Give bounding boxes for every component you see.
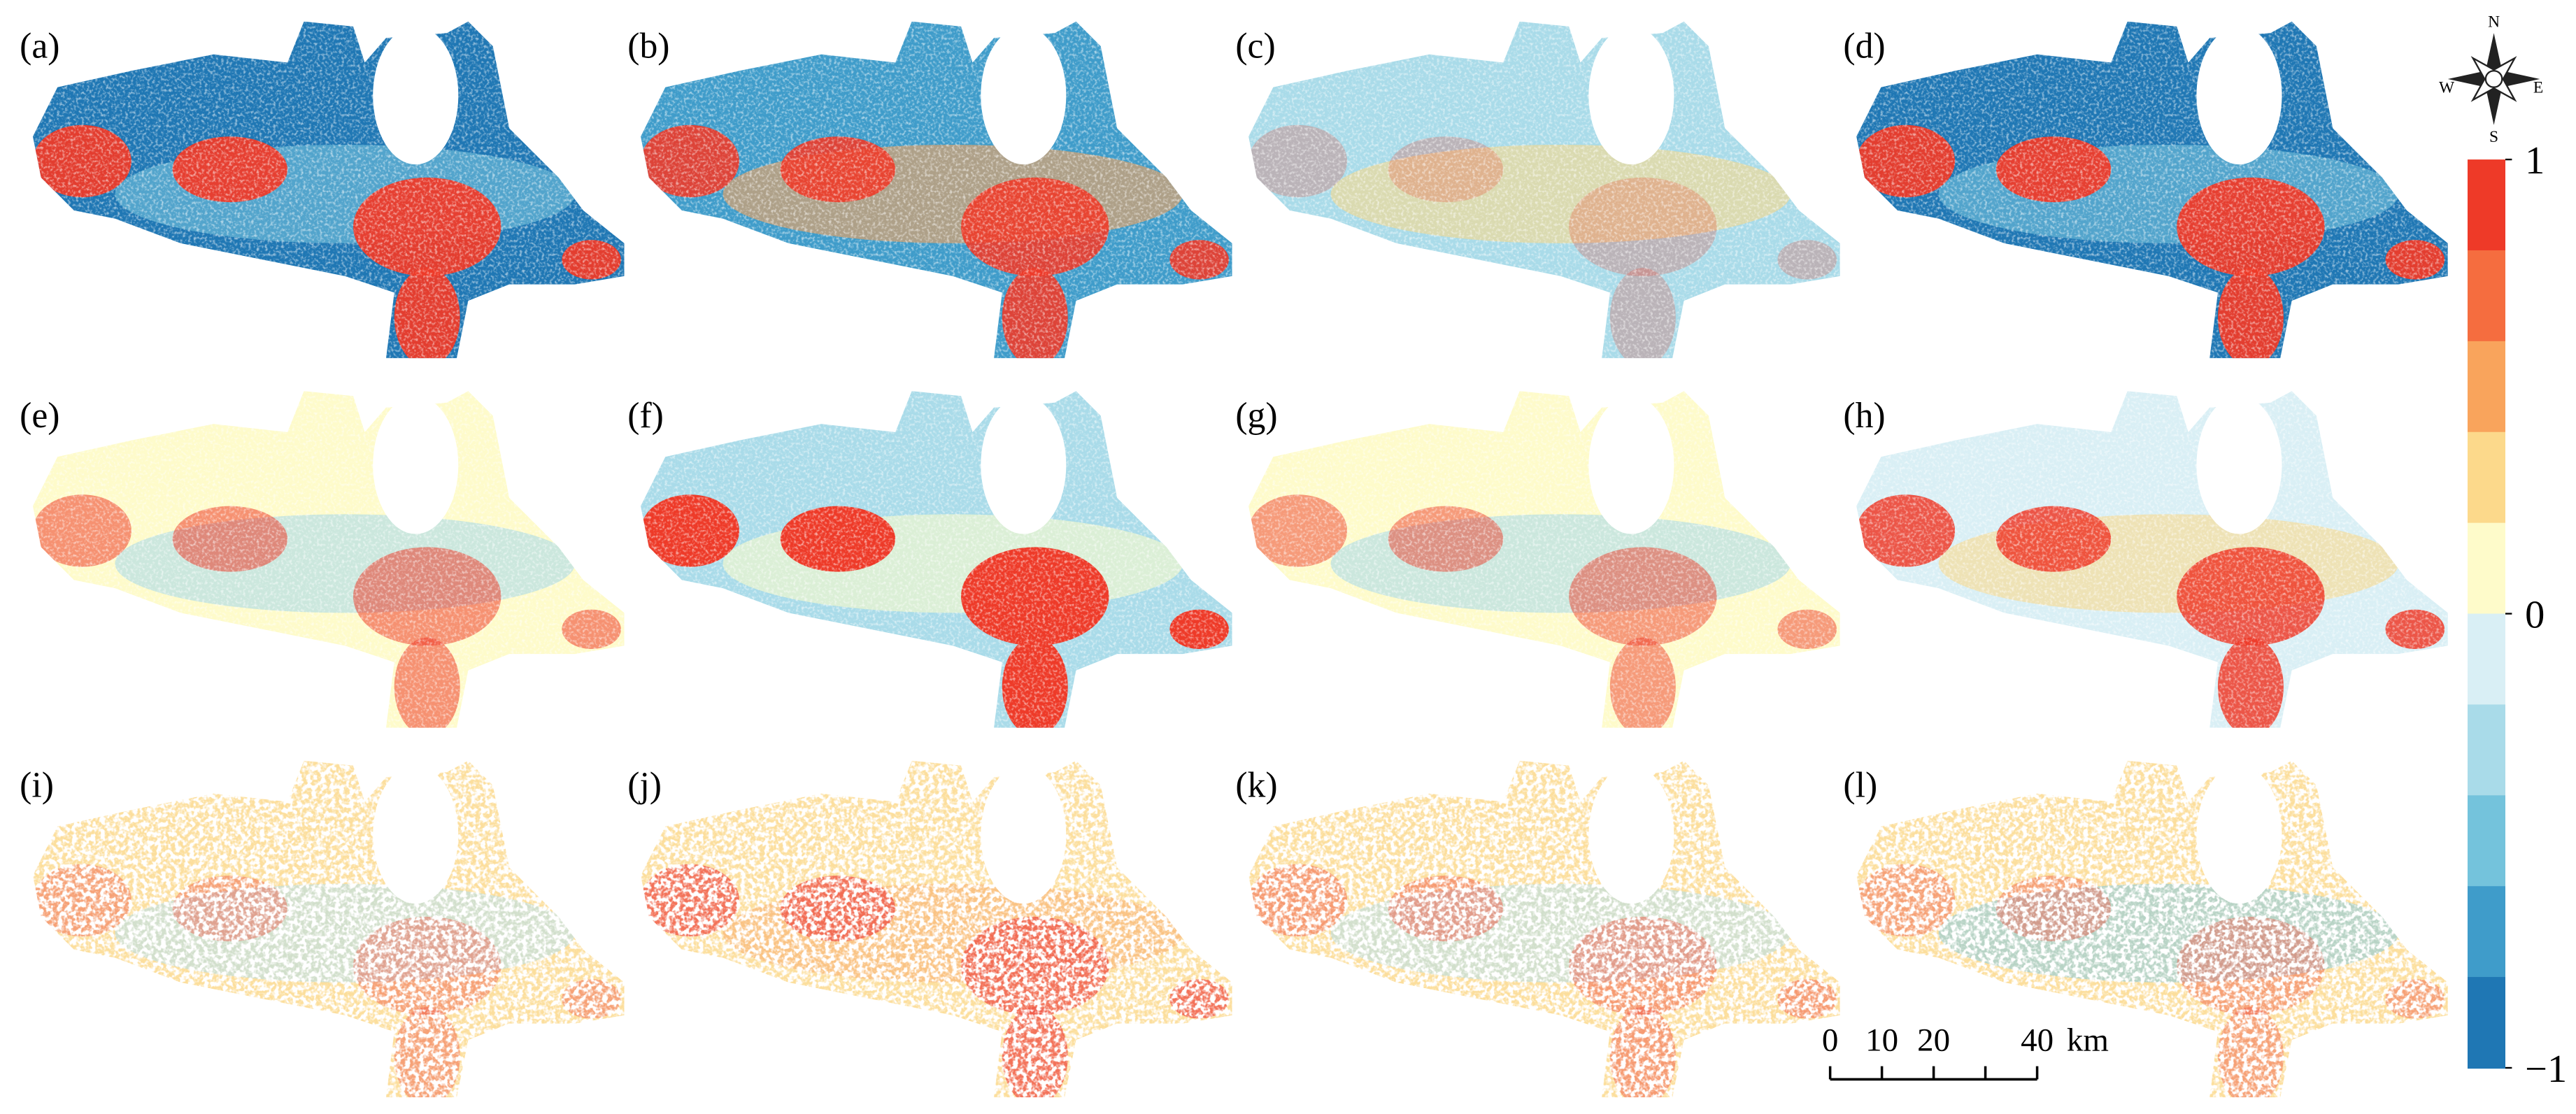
map-gaps [1248,760,1840,1098]
colorbar-swatch [2467,431,2505,524]
map-panel: (a) [20,21,625,359]
map-panel: (k) [1235,760,1840,1098]
map [1248,21,1840,359]
compass-e: E [2533,78,2543,97]
scale-bar-label: 0 [1822,1022,1838,1059]
panel-label: (a) [20,27,59,66]
panel-label: (f) [627,396,664,436]
map-hole [1588,765,1674,904]
colorbar-swatch [2467,522,2505,615]
map-panel: (l) [1843,760,2448,1098]
colorbar-swatch [2467,613,2505,706]
map-hole [373,396,459,534]
map [32,21,625,359]
map-texture [641,391,1232,728]
map-hole [2196,765,2282,904]
panel-label: (k) [1235,766,1277,806]
map-panel: (d) [1843,21,2448,359]
map-texture [1248,21,1840,359]
scale-bar: 0 10 20 40 km [1822,1022,2109,1081]
compass: N E S W [2439,13,2543,146]
map-hole [373,765,459,904]
colorbar: 1 0 −1 [2467,139,2567,1091]
scale-bar-unit: km [2067,1022,2109,1059]
map-panel: (e) [20,391,625,728]
map-panel: (c) [1235,21,1840,359]
panel-label: (e) [20,396,59,436]
compass-w: W [2439,78,2455,97]
map [641,391,1232,728]
colorbar-label: 0 [2525,594,2545,637]
colorbar-swatch [2467,795,2505,887]
map [32,391,625,728]
panel-label: (i) [20,766,54,806]
map-panel: (h) [1843,391,2448,728]
map-hole [373,26,459,165]
map [1856,391,2448,728]
map-texture [1248,391,1840,728]
map [1248,391,1840,728]
panel-label: (c) [1235,27,1275,66]
compass-n: N [2488,13,2500,31]
colorbar-swatch [2467,977,2505,1069]
colorbar-swatch [2467,341,2505,433]
colorbar-label: −1 [2525,1048,2567,1091]
panels: (a) (b) (c) (d) (e) (f) (g) (h) (i) (j) (k) (l) [20,21,2448,1098]
map [1856,21,2448,359]
map-hole [2196,26,2282,165]
map [1248,760,1840,1098]
map [1856,760,2448,1098]
colorbar-swatch [2467,159,2505,252]
scale-bar-label: 10 [1865,1022,1898,1059]
map-panel: (j) [627,760,1232,1098]
map-panel: (b) [627,21,1232,359]
panel-label: (d) [1843,27,1885,66]
map [641,760,1232,1098]
colorbar-swatch [2467,886,2505,978]
map-hole [981,26,1067,165]
map-gaps [32,760,625,1098]
panel-label: (j) [627,766,662,806]
map-texture [32,391,625,728]
map-hole [981,765,1067,904]
map-hole [981,396,1067,534]
map-gaps [1856,760,2448,1098]
map [641,21,1232,359]
panel-label: (b) [627,27,669,66]
colorbar-swatch [2467,704,2505,797]
panel-label: (g) [1235,396,1277,436]
map-gaps [641,760,1232,1098]
panel-label: (h) [1843,396,1885,436]
map-texture [641,21,1232,359]
map-hole [1588,26,1674,165]
map-hole [1588,396,1674,534]
colorbar-swatch [2467,250,2505,343]
panel-label: (l) [1843,766,1877,806]
scale-bar-label: 40 [2021,1022,2054,1059]
map [32,760,625,1098]
map-texture [32,21,625,359]
map-hole [2196,396,2282,534]
compass-s: S [2489,128,2498,146]
scale-bar-label: 20 [1917,1022,1950,1059]
map-panel: (f) [627,391,1232,728]
map-panel: (g) [1235,391,1840,728]
colorbar-label: 1 [2525,139,2545,183]
map-texture [1856,21,2448,359]
map-texture [1856,391,2448,728]
map-panel: (i) [20,760,625,1098]
